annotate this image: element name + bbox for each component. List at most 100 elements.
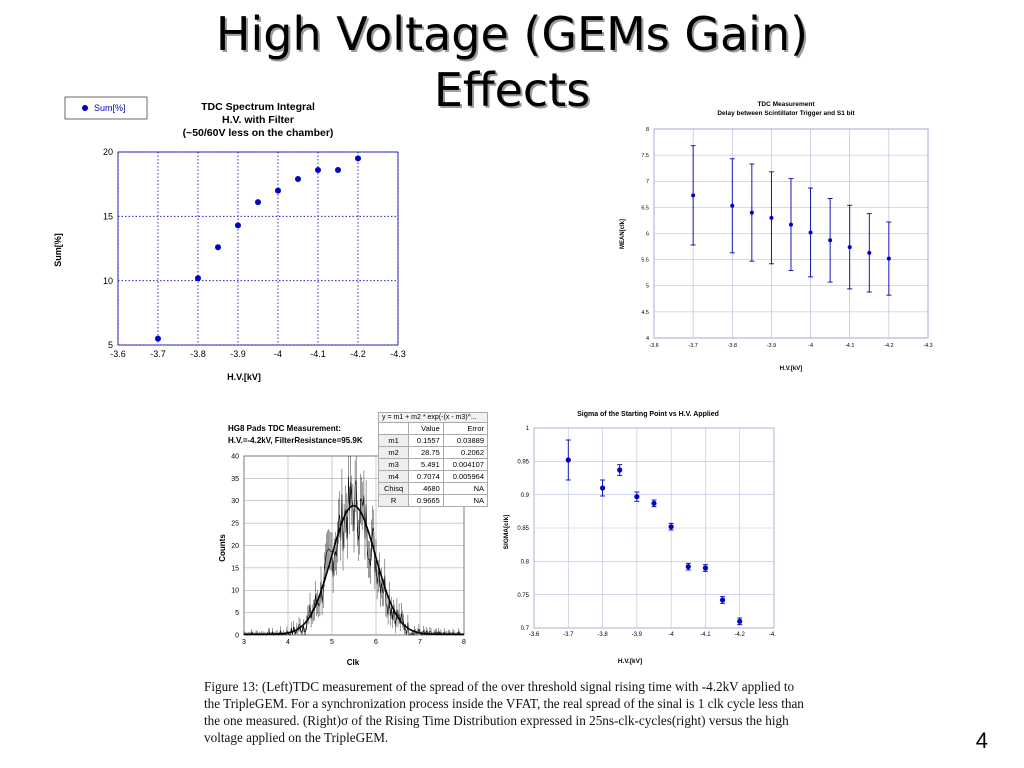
x-tick-label: -3.6: [649, 343, 658, 349]
y-tick-label: 30: [231, 498, 239, 505]
x-tick-label: 3: [242, 639, 246, 646]
x-tick-label: -3.6: [110, 349, 126, 359]
y-tick-label: 35: [231, 476, 239, 483]
tdc-integral-chart: Sum[%] TDC Spectrum Integral H.V. with F…: [53, 96, 406, 382]
plot-frame: [117, 151, 399, 346]
table-row: R 0.9665 NA: [377, 494, 489, 507]
x-tick-label: -3.8: [597, 632, 608, 638]
legend-marker: [82, 105, 88, 111]
caption-text: Figure 13: (Left)TDC measurement of the …: [204, 679, 804, 745]
table-row: m2 28.75 0.2062: [377, 446, 489, 459]
x-tick-label: -4.3: [390, 349, 406, 359]
data-point: [275, 187, 281, 194]
data-point: [719, 597, 726, 603]
table-cell: 0.1557: [408, 434, 444, 447]
table-header-cell: Value: [408, 422, 444, 435]
chart-title: TDC Measurement: [757, 101, 815, 108]
x-tick-label: -4.1: [845, 343, 854, 349]
x-tick-label: -4.1: [310, 349, 326, 359]
y-axis-label: MEAN[clk]: [620, 219, 626, 249]
chart-title: Sigma of the Starting Point vs H.V. Appl…: [577, 411, 719, 418]
data-point: [565, 457, 571, 463]
y-tick-label: 4: [646, 336, 649, 342]
x-tick-label: -4: [668, 632, 674, 638]
y-tick-label: 0.7: [521, 626, 530, 632]
y-tick-label: 1: [526, 426, 530, 432]
data-point: [730, 203, 735, 208]
y-tick-label: 8: [646, 127, 649, 133]
table-cell: m2: [377, 446, 410, 459]
y-tick-label: 5: [235, 610, 239, 617]
y-tick-label: 0.75: [517, 593, 529, 599]
legend-label: Sum[%]: [94, 103, 126, 113]
x-axis-label: H.V.[kV]: [780, 366, 802, 372]
table-cell: R: [377, 494, 410, 507]
table-cell: 5.491: [408, 458, 444, 471]
y-tick-label: 40: [231, 453, 239, 460]
table-row: m1 0.1557 0.03889: [377, 434, 489, 447]
x-tick-label: -3.8: [728, 343, 737, 349]
x-tick-label: 6: [374, 639, 378, 646]
table-cell: m3: [377, 458, 410, 471]
data-point: [617, 467, 623, 473]
x-tick-label: -3.7: [688, 343, 697, 349]
x-axis-label: Clk: [347, 658, 360, 667]
y-tick-label: 0.95: [517, 459, 529, 465]
chart-subtitle: H.V. with Filter: [222, 114, 294, 126]
table-cell: m4: [377, 470, 410, 483]
table-cell: 0.004107: [442, 458, 489, 471]
table-cell: 28.75: [408, 446, 444, 459]
table-cell: NA: [442, 494, 489, 507]
table-header-row: Value Error: [377, 422, 489, 435]
chart-title: TDC Spectrum Integral: [201, 101, 315, 113]
data-point: [668, 524, 674, 530]
x-tick-label: -3.9: [230, 349, 246, 359]
y-tick-label: 10: [103, 276, 113, 286]
data-point: [769, 215, 774, 220]
y-tick-label: 5: [108, 340, 113, 350]
y-tick-label: 6.5: [641, 205, 649, 211]
y-tick-label: 10: [231, 588, 239, 595]
data-point: [867, 250, 872, 255]
data-point: [335, 167, 341, 174]
data-point: [295, 176, 301, 183]
legend-box: [64, 96, 148, 120]
table-row: m4 0.7074 0.005964: [377, 470, 489, 483]
slide-title-line2: Effects: [433, 63, 591, 117]
data-point: [315, 167, 321, 174]
x-tick-label: -4.3: [923, 343, 932, 349]
data-point: [651, 500, 657, 506]
x-tick-label: 4: [286, 639, 290, 646]
x-tick-label: -4.2: [735, 632, 746, 638]
x-axis-label: H.V.[kV]: [227, 372, 261, 382]
table-cell: 0.9665: [408, 494, 444, 507]
data-point: [808, 230, 813, 235]
slide-title-line1: High Voltage (GEMs Gain): [215, 7, 809, 61]
data-point: [847, 245, 852, 250]
data-point: [702, 565, 709, 571]
x-tick-label: 7: [418, 639, 422, 646]
data-point: [634, 494, 640, 500]
table-cell: 0.7074: [408, 470, 444, 483]
table-cell: NA: [442, 482, 489, 495]
y-tick-label: 0.8: [521, 559, 530, 565]
y-axis-label: SIGMA[clk]: [503, 515, 510, 550]
y-tick-label: 0.9: [521, 493, 530, 499]
x-tick-label: -4: [274, 349, 282, 359]
y-tick-label: 20: [231, 543, 239, 550]
sigma-start-chart: Sigma of the Starting Point vs H.V. Appl…: [503, 411, 776, 665]
plot-area: -3.6 -3.7 -3.8 -3.9 -4 -4.1 -4.2 -4.3 0.7 0.75 0.8…: [517, 426, 776, 638]
plot-area: -3.6 -3.7 -3.8 -3.9 -4 -4.1 -4.2 -4.3 4 4.5 5 5.5 6 6…: [641, 127, 932, 349]
data-point: [195, 275, 201, 282]
fit-parameters-table: y = m1 + m2 * exp(-(x - m3)^... Value Er…: [377, 412, 489, 507]
y-tick-label: 0: [235, 632, 239, 639]
y-tick-label: 4.5: [641, 310, 649, 316]
slide-title: High Voltage (GEMs Gain) Effects: [0, 6, 1024, 118]
chart-subtitle: Delay between Scintillator Trigger and S…: [717, 110, 855, 117]
figure-caption: Figure 13: (Left)TDC measurement of the …: [204, 678, 804, 746]
table-header-cell: Error: [442, 422, 489, 435]
table-row: m3 5.491 0.004107: [377, 458, 489, 471]
y-tick-label: 5: [646, 284, 649, 290]
data-point: [828, 238, 833, 243]
y-tick-label: 6: [646, 231, 649, 237]
